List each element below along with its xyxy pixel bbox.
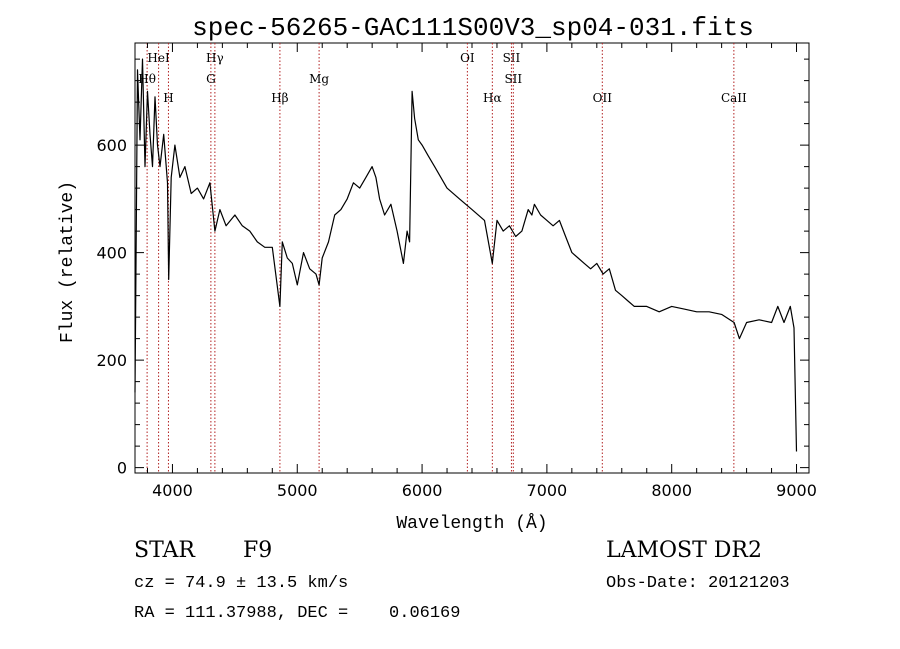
- spectrum-line: [134, 58, 798, 452]
- x-tick-label: 6000: [402, 481, 443, 500]
- line-marker-label: OI: [460, 51, 475, 65]
- observation-date: Obs-Date: 20121203: [606, 574, 790, 593]
- line-marker-label: Hγ: [206, 51, 224, 65]
- plot-frame: [134, 42, 810, 474]
- y-tick-label: 200: [96, 351, 127, 370]
- line-marker-label: H: [163, 91, 173, 105]
- object-class: STAR: [134, 538, 195, 563]
- line-marker-label: SII: [504, 72, 522, 86]
- line-marker-label: Mg: [309, 72, 329, 86]
- x-axis-label: Wavelength (Å): [396, 513, 547, 534]
- chart-title: spec-56265-GAC111S00V3_sp04-031.fits: [192, 13, 754, 43]
- x-tick-label: 9000: [776, 481, 817, 500]
- line-marker-label: Hβ: [271, 91, 288, 105]
- object-subclass: F9: [243, 538, 273, 563]
- y-tick-label: 600: [96, 136, 127, 155]
- y-tick-label: 400: [96, 244, 127, 263]
- line-marker-label: OII: [593, 91, 613, 105]
- x-tick-label: 7000: [527, 481, 568, 500]
- y-axis-label: Flux (relative): [58, 181, 78, 343]
- y-tick-label: 0: [117, 459, 127, 478]
- line-marker-label: CaII: [721, 91, 747, 105]
- x-tick-label: 8000: [651, 481, 692, 500]
- line-marker-label: G: [206, 72, 216, 86]
- line-marker-label: HeI: [147, 51, 170, 65]
- line-marker-label: SII: [503, 51, 521, 65]
- x-tick-label: 4000: [152, 481, 193, 500]
- redshift-text: cz = 74.9 ± 13.5 km/s: [134, 574, 349, 593]
- coordinates-text: RA = 111.37988, DEC = 0.06169: [134, 604, 461, 623]
- survey-name: LAMOST DR2: [606, 538, 762, 563]
- line-marker-label: Hθ: [138, 72, 156, 86]
- line-marker-label: Hα: [483, 91, 502, 105]
- x-tick-label: 5000: [277, 481, 318, 500]
